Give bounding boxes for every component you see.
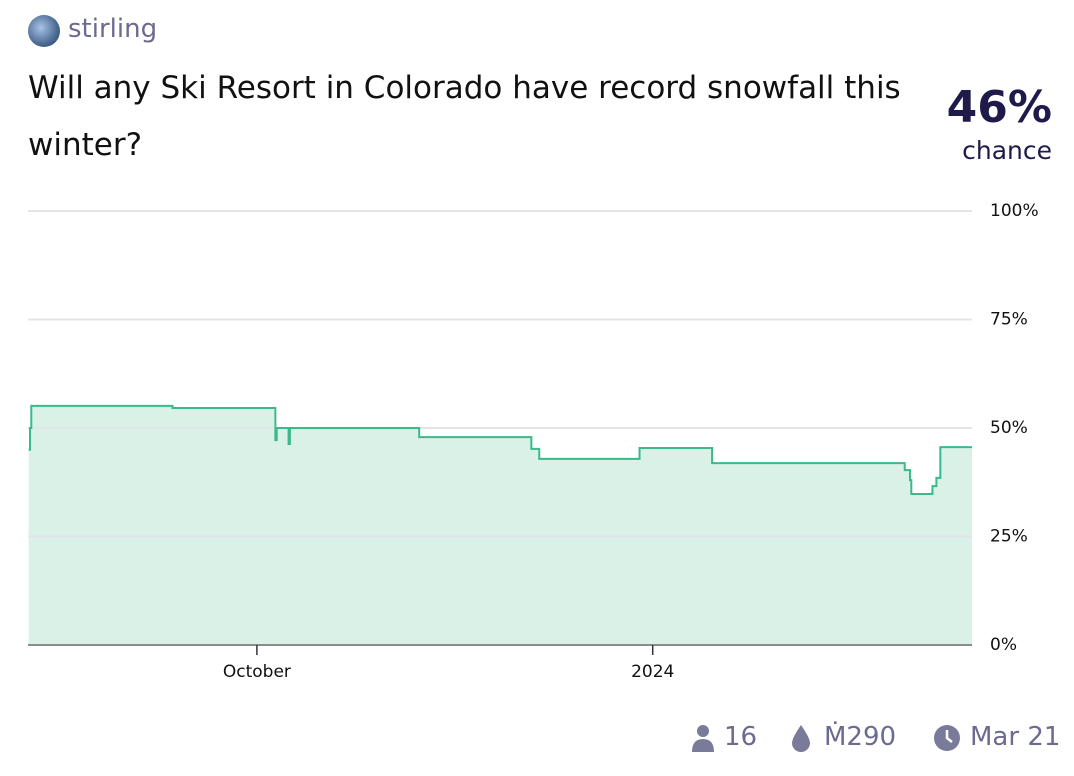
y-tick-label: 100% bbox=[990, 201, 1039, 221]
traders-icon bbox=[692, 725, 714, 752]
line bbox=[28, 404, 972, 495]
author[interactable]: stirling bbox=[68, 14, 158, 44]
traders: 16 bbox=[724, 722, 758, 752]
y-tick-label: 50% bbox=[990, 418, 1028, 438]
close-date-icon bbox=[934, 725, 960, 751]
y-tick-label: 25% bbox=[990, 527, 1028, 547]
chart: 0% 25% 50% 75% 100% October 2024 bbox=[28, 201, 1039, 682]
probability-caption: chance bbox=[962, 136, 1052, 165]
y-tick-label: 0% bbox=[990, 635, 1017, 655]
area bbox=[28, 405, 973, 645]
volume: Ṁ290 bbox=[824, 722, 897, 752]
close-date: Mar 21 bbox=[970, 722, 1061, 752]
x-tick-label: October bbox=[223, 662, 291, 682]
market-title: Will any Ski Resort in Colorado have rec… bbox=[28, 70, 901, 163]
avatar[interactable] bbox=[28, 15, 60, 47]
x-tick-label: 2024 bbox=[631, 662, 674, 682]
y-tick-label: 75% bbox=[990, 310, 1028, 330]
volume-icon bbox=[792, 725, 810, 752]
probability: 46% bbox=[946, 82, 1052, 133]
